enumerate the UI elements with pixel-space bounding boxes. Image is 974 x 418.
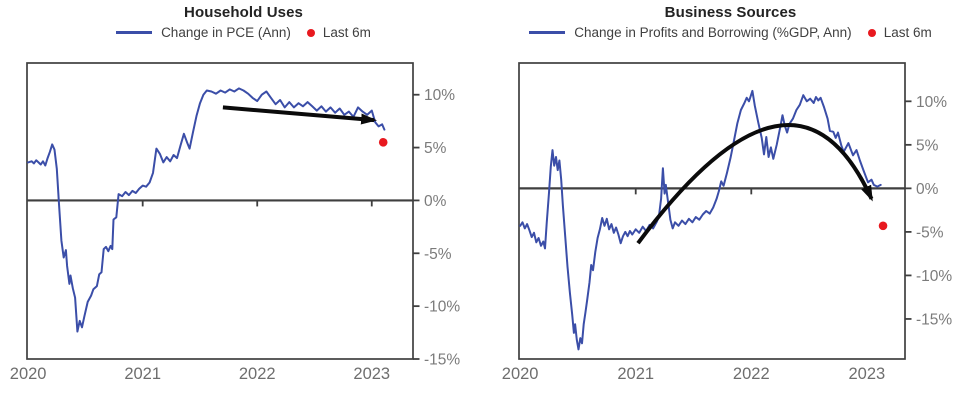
series-line (519, 89, 882, 351)
y-tick-label: -10% (424, 299, 460, 316)
y-tick-label: 0% (424, 193, 447, 210)
x-tick-label: 2021 (617, 365, 654, 383)
legend-line-swatch (529, 31, 566, 34)
x-tick-label: 2020 (502, 365, 539, 383)
legend-dot-swatch (306, 28, 315, 37)
business-sources-chart: Business Sources Change in Profits and B… (487, 0, 974, 418)
x-tick-label: 2023 (353, 365, 390, 383)
trend-arrow (222, 105, 378, 125)
legend-dot-label: Last 6m (322, 25, 371, 40)
last-6m-dot (878, 221, 888, 231)
last-6m-dot (378, 137, 388, 147)
y-tick-label: 10% (916, 94, 947, 111)
y-tick-label: -15% (424, 352, 460, 369)
trend-arrow (636, 123, 874, 245)
legend-dot-label: Last 6m (883, 25, 932, 40)
legend-dot-swatch (867, 28, 876, 37)
legend-line-swatch (116, 31, 153, 34)
x-tick-label: 2022 (733, 365, 770, 383)
business-sources-chart-svg: 2020 2021 2022 2023 10% 5% 0% -5% -10% -15% (502, 62, 952, 383)
legend-line-label: Change in Profits and Borrowing (%GDP, A… (574, 25, 852, 40)
chart-legend: Change in PCE (Ann) Last 6m (0, 25, 487, 40)
chart-title: Business Sources (664, 4, 797, 21)
plot-frame (26, 62, 414, 360)
y-tick-label: -15% (916, 311, 952, 328)
x-tick-label: 2022 (239, 365, 276, 383)
y-tick-label: -10% (916, 268, 952, 285)
y-tick-label: -5% (424, 246, 452, 263)
legend-line-label: Change in PCE (Ann) (161, 25, 291, 40)
y-tick-label: -5% (916, 224, 944, 241)
chart-title: Household Uses (184, 4, 303, 21)
y-tick-label: 10% (424, 87, 455, 104)
x-tick-label: 2023 (849, 365, 886, 383)
x-tick-label: 2020 (10, 365, 47, 383)
chart-legend: Change in Profits and Borrowing (%GDP, A… (487, 25, 974, 40)
plot-frame (518, 62, 906, 360)
y-tick-label: 0% (916, 181, 939, 198)
household-uses-chart: Household Uses Change in PCE (Ann) Last … (0, 4, 487, 383)
series-line (27, 87, 386, 333)
y-tick-label: 5% (916, 137, 939, 154)
y-tick-label: 5% (424, 140, 447, 157)
x-tick-label: 2021 (124, 365, 161, 383)
household-uses-chart-svg: 2020 2021 2022 2023 10% 5% 0% -5% -10% -15% (10, 62, 460, 383)
